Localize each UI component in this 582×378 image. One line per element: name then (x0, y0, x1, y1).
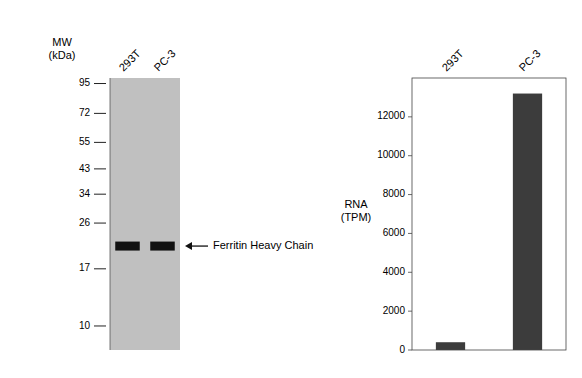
category-label: 293T (439, 47, 465, 73)
tick-label: 55 (79, 136, 91, 147)
tick-label: 6000 (383, 227, 406, 238)
category-label: 293T (116, 47, 142, 73)
text-line: RNA (344, 198, 368, 210)
tick-label: 95 (79, 77, 91, 88)
plot-frame (412, 78, 566, 350)
band (115, 242, 140, 251)
axis-label: MW(kDa) (49, 36, 76, 61)
bars (436, 94, 542, 350)
tick (94, 83, 106, 84)
text-line: (TPM) (341, 211, 372, 223)
tick (94, 268, 106, 269)
tick-label: 8000 (383, 188, 406, 199)
tick (408, 350, 412, 351)
bar-chart: 0 2000 4000 6000 8000 10000 12000 RNA(TPM) 293T P… (341, 47, 566, 355)
figure: 95 72 55 43 34 26 17 10 MW(kDa) 293T PC-3 Ferritin … (0, 0, 582, 378)
tick (408, 311, 412, 312)
tick-label: 4000 (383, 266, 406, 277)
tick-label: 0 (399, 344, 405, 355)
tick-label: 17 (79, 262, 91, 273)
tick-label: 26 (79, 217, 91, 228)
tick-label: 34 (79, 188, 91, 199)
arrow-head (185, 242, 192, 250)
band (150, 242, 175, 251)
tick (408, 272, 412, 273)
category-label: PC-3 (516, 47, 542, 73)
tick-label: 43 (79, 163, 91, 174)
annotation: Ferritin Heavy Chain (213, 239, 313, 251)
tick-label: 10000 (377, 149, 405, 160)
tick-label: 2000 (383, 305, 406, 316)
tick (408, 233, 412, 234)
tick (408, 194, 412, 195)
tick (94, 223, 106, 224)
tick (94, 113, 106, 114)
text-line: (kDa) (49, 49, 76, 61)
bar (436, 342, 465, 350)
tick-label: 72 (79, 107, 91, 118)
bands (115, 242, 175, 251)
axis-line (110, 78, 111, 350)
gel (110, 78, 180, 350)
tick-label: 10 (79, 320, 91, 331)
axis-label: RNA(TPM) (341, 198, 372, 223)
category-label: PC-3 (151, 47, 177, 73)
text-line: MW (52, 36, 72, 48)
tick (408, 116, 412, 117)
tick (408, 155, 412, 156)
tick-label: 12000 (377, 110, 405, 121)
tick (94, 325, 106, 326)
tick (94, 194, 106, 195)
western-blot: 95 72 55 43 34 26 17 10 MW(kDa) 293T PC-3 Ferritin … (49, 36, 314, 351)
tick (94, 142, 106, 143)
tick (94, 168, 106, 169)
bar (513, 94, 542, 350)
